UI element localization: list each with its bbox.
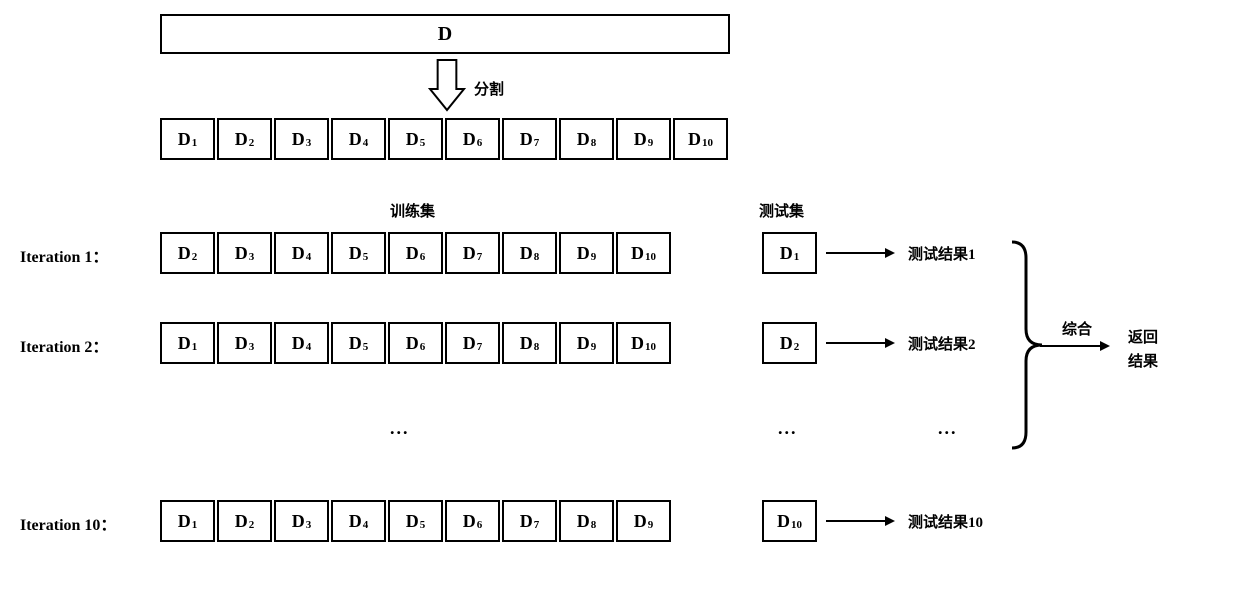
data-cell: D7 bbox=[502, 118, 557, 160]
text-label: 测试结果10 bbox=[908, 511, 983, 532]
train-header: 训练集 bbox=[390, 200, 435, 221]
data-cell: D4 bbox=[331, 118, 386, 160]
data-cell: D5 bbox=[388, 500, 443, 542]
text-label: ... bbox=[390, 418, 410, 439]
text-label: 测试结果1 bbox=[908, 243, 976, 264]
arrow-right bbox=[826, 335, 895, 351]
data-cell: D3 bbox=[274, 500, 329, 542]
data-cell: D6 bbox=[445, 118, 500, 160]
data-cell: D2 bbox=[160, 232, 215, 274]
dataset-box: D bbox=[160, 14, 730, 54]
final-label-1: 返回 bbox=[1128, 326, 1158, 347]
split-arrow bbox=[420, 58, 474, 114]
data-cell: D7 bbox=[445, 322, 500, 364]
data-cell: D6 bbox=[445, 500, 500, 542]
text-label: 测试结果2 bbox=[908, 333, 976, 354]
data-cell: D1 bbox=[160, 322, 215, 364]
data-cell: D7 bbox=[445, 232, 500, 274]
data-cell: D1 bbox=[160, 118, 215, 160]
data-cell: D1 bbox=[762, 232, 817, 274]
text-label: Iteration 10： bbox=[20, 511, 116, 535]
data-cell: D2 bbox=[762, 322, 817, 364]
data-cell: D8 bbox=[502, 232, 557, 274]
test-header: 测试集 bbox=[759, 200, 804, 221]
data-cell: D10 bbox=[673, 118, 728, 160]
data-cell: D8 bbox=[559, 118, 614, 160]
arrow-right bbox=[826, 513, 895, 529]
data-cell: D1 bbox=[160, 500, 215, 542]
data-cell: D9 bbox=[559, 322, 614, 364]
data-cell: D3 bbox=[217, 232, 272, 274]
split-label: 分割 bbox=[474, 78, 504, 99]
data-cell: D5 bbox=[331, 322, 386, 364]
data-cell: D4 bbox=[331, 500, 386, 542]
text-label: Iteration 2： bbox=[20, 333, 108, 357]
text-label: ... bbox=[778, 418, 798, 439]
data-cell: D4 bbox=[274, 232, 329, 274]
arrow-right bbox=[1040, 338, 1110, 354]
data-cell: D10 bbox=[616, 322, 671, 364]
data-cell: D4 bbox=[274, 322, 329, 364]
data-cell: D6 bbox=[388, 232, 443, 274]
data-cell: D10 bbox=[616, 232, 671, 274]
data-cell: D8 bbox=[559, 500, 614, 542]
data-cell: D5 bbox=[388, 118, 443, 160]
data-cell: D2 bbox=[217, 118, 272, 160]
data-cell: D9 bbox=[559, 232, 614, 274]
data-cell: D8 bbox=[502, 322, 557, 364]
combine-label: 综合 bbox=[1062, 318, 1092, 339]
data-cell: D7 bbox=[502, 500, 557, 542]
data-cell: D5 bbox=[331, 232, 386, 274]
data-cell: D9 bbox=[616, 500, 671, 542]
data-cell: D2 bbox=[217, 500, 272, 542]
text-label: ... bbox=[938, 418, 958, 439]
data-cell: D9 bbox=[616, 118, 671, 160]
arrow-right bbox=[826, 245, 895, 261]
text-label: Iteration 1： bbox=[20, 243, 108, 267]
data-cell: D3 bbox=[274, 118, 329, 160]
data-cell: D6 bbox=[388, 322, 443, 364]
final-label-2: 结果 bbox=[1128, 350, 1158, 371]
data-cell: D10 bbox=[762, 500, 817, 542]
data-cell: D3 bbox=[217, 322, 272, 364]
